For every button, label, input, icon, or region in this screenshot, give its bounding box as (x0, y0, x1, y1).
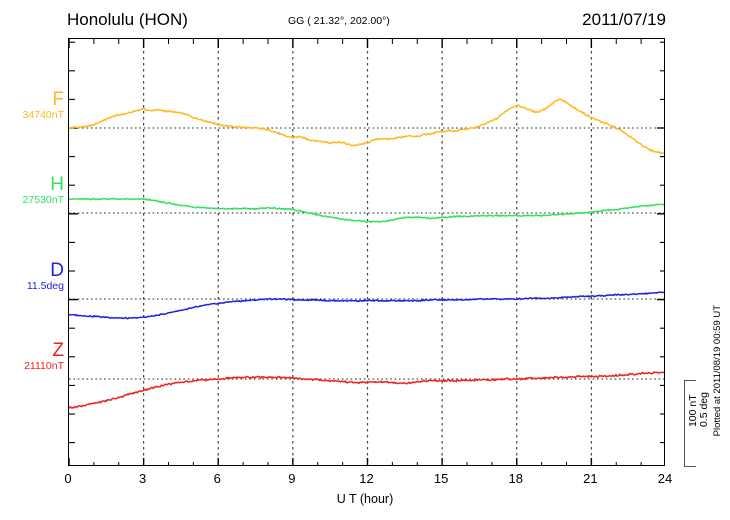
scale-reference-bar (684, 380, 696, 467)
x-tick-label: 0 (64, 471, 72, 486)
plot-area (68, 38, 665, 466)
component-baseline-value-f: 34740nT (22, 109, 64, 121)
trace-z (69, 371, 664, 409)
x-tick-label: 18 (508, 471, 523, 486)
trace-d (69, 291, 664, 320)
component-letter-f: F (52, 89, 64, 110)
trace-f (69, 98, 664, 155)
x-tick-label: 21 (583, 471, 598, 486)
component-label-h: H 27530nT (2, 175, 64, 206)
component-baseline-value-z: 21110nT (24, 360, 64, 372)
x-tick-label: 12 (359, 471, 374, 486)
x-tick-label: 3 (139, 471, 147, 486)
trace-h (69, 197, 664, 223)
component-baseline-value-h: 27530nT (22, 194, 64, 206)
observation-date: 2011/07/19 (582, 10, 666, 29)
component-baseline-value-d: 11.5deg (26, 280, 64, 292)
x-tick-label: 6 (213, 471, 221, 486)
component-letter-d: D (50, 260, 64, 281)
component-label-d: D 11.5deg (2, 261, 64, 292)
x-tick-label: 15 (433, 471, 449, 486)
scale-caption: 100 nT 0.5 deg (687, 392, 711, 428)
geographic-coordinates: GG ( 21.32°, 202.00°) (288, 15, 390, 27)
plotted-timestamp: Plotted at 2011/08/19 00:59 UT (712, 305, 723, 437)
x-tick-label: 9 (288, 471, 296, 486)
x-axis-title: U T (hour) (336, 492, 394, 506)
magnetogram-svg (69, 39, 664, 465)
x-tick-label: 24 (657, 471, 673, 486)
component-letter-z: Z (52, 340, 64, 361)
page-title: Honolulu (HON) (67, 10, 188, 29)
component-label-z: Z 21110nT (2, 341, 64, 372)
component-letter-h: H (50, 174, 64, 195)
component-label-f: F 34740nT (2, 90, 64, 121)
